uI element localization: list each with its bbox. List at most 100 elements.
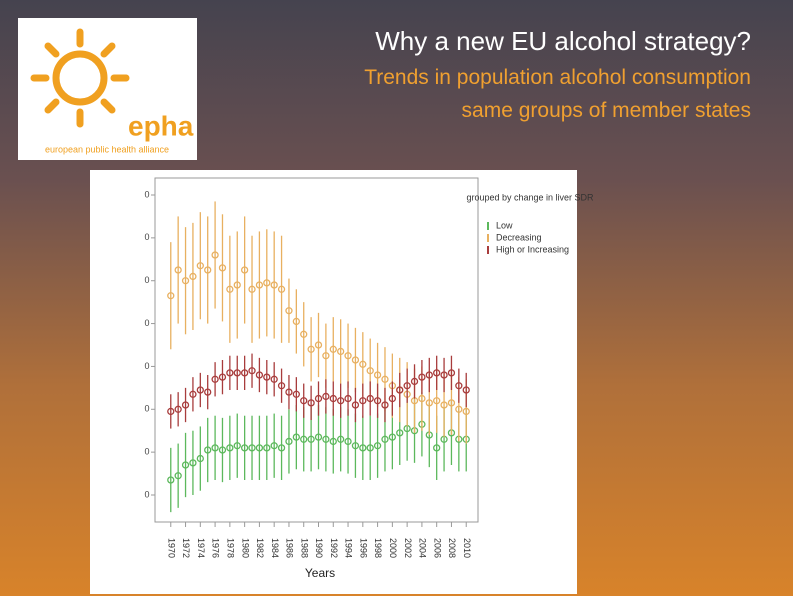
- y-tick-label: 0: [144, 318, 149, 328]
- x-tick-label: 1984: [270, 538, 280, 558]
- y-tick-label: 0: [144, 404, 149, 414]
- point: [359, 360, 367, 368]
- point: [277, 382, 286, 390]
- legend-label: High or Increasing: [496, 244, 569, 254]
- legend-title: grouped by change in liver SDR: [466, 192, 594, 202]
- point: [381, 435, 389, 443]
- logo-tagline: european public health alliance: [45, 144, 169, 154]
- point: [204, 266, 212, 274]
- subtitle-line: same groups of member states: [461, 99, 751, 122]
- point: [211, 251, 219, 259]
- point: [204, 446, 212, 454]
- x-tick-label: 1994: [344, 538, 354, 558]
- point: [366, 367, 374, 375]
- point: [263, 373, 271, 381]
- x-tick-label: 1974: [196, 538, 206, 558]
- point: [351, 356, 360, 364]
- slide-title: Why a new EU alcohol strategy?: [375, 26, 751, 56]
- point: [248, 444, 256, 452]
- plot-frame: [154, 177, 479, 523]
- point: [211, 444, 219, 452]
- point: [373, 397, 382, 405]
- point: [440, 371, 448, 379]
- point: [337, 435, 345, 443]
- point: [359, 444, 367, 452]
- point: [263, 279, 271, 287]
- point: [292, 433, 300, 441]
- point: [263, 444, 271, 452]
- x-tick-label: 1992: [329, 538, 339, 558]
- point: [174, 472, 182, 480]
- point: [218, 264, 227, 272]
- point: [292, 317, 300, 326]
- x-tick-label: 2010: [462, 538, 472, 558]
- x-tick-label: 1986: [285, 538, 295, 558]
- point: [277, 444, 286, 452]
- point: [285, 388, 293, 396]
- y-tick-label: 0: [144, 232, 149, 242]
- point: [396, 386, 404, 394]
- point: [396, 429, 404, 437]
- point: [189, 272, 197, 281]
- subtitle-line: Trends in population alcohol consumption: [364, 66, 751, 89]
- point: [366, 394, 374, 403]
- point: [285, 437, 293, 446]
- point: [174, 405, 182, 413]
- legend-label: Low: [496, 220, 513, 230]
- y-tick-label: 0: [144, 447, 149, 457]
- point: [388, 394, 397, 403]
- point: [255, 281, 264, 289]
- x-tick-label: 2002: [403, 538, 413, 558]
- point: [455, 382, 463, 390]
- point: [300, 435, 308, 443]
- point: [248, 367, 256, 375]
- point: [307, 435, 315, 443]
- point: [189, 390, 197, 398]
- point: [337, 397, 345, 405]
- point: [226, 444, 234, 452]
- point: [462, 407, 470, 416]
- x-tick-label: 2008: [447, 538, 457, 558]
- point: [307, 399, 315, 407]
- x-tick-label: 2006: [432, 538, 442, 558]
- point: [255, 371, 264, 379]
- point: [344, 352, 352, 360]
- logo-art: epha european public health alliance: [30, 28, 194, 154]
- point: [418, 373, 426, 381]
- point: [255, 444, 264, 452]
- point: [300, 397, 308, 405]
- point: [181, 277, 190, 285]
- point: [455, 405, 463, 413]
- point: [351, 401, 360, 409]
- point: [226, 369, 234, 377]
- point: [270, 442, 278, 450]
- logo: epha european public health alliance: [18, 18, 197, 160]
- point: [388, 433, 397, 441]
- point: [440, 401, 448, 409]
- point: [381, 375, 389, 383]
- point: [307, 345, 315, 353]
- point: [189, 459, 197, 467]
- point: [373, 371, 382, 379]
- point: [329, 345, 337, 353]
- point: [300, 330, 308, 338]
- x-tick-label: 2000: [388, 538, 398, 558]
- point: [167, 407, 175, 416]
- point: [270, 375, 278, 383]
- x-tick-label: 1972: [181, 538, 191, 558]
- x-tick-label: 1998: [373, 538, 383, 558]
- point: [425, 371, 433, 379]
- point: [240, 266, 249, 274]
- point: [167, 476, 175, 484]
- point: [211, 375, 219, 383]
- point: [218, 373, 227, 381]
- point: [226, 285, 234, 293]
- logo-name: epha: [128, 110, 194, 141]
- point: [366, 444, 374, 452]
- x-axis-label: Years: [305, 566, 335, 580]
- x-tick-label: 1978: [225, 538, 235, 558]
- x-tick-label: 1990: [314, 538, 324, 558]
- point: [314, 433, 323, 441]
- y-tick-label: 0: [144, 275, 149, 285]
